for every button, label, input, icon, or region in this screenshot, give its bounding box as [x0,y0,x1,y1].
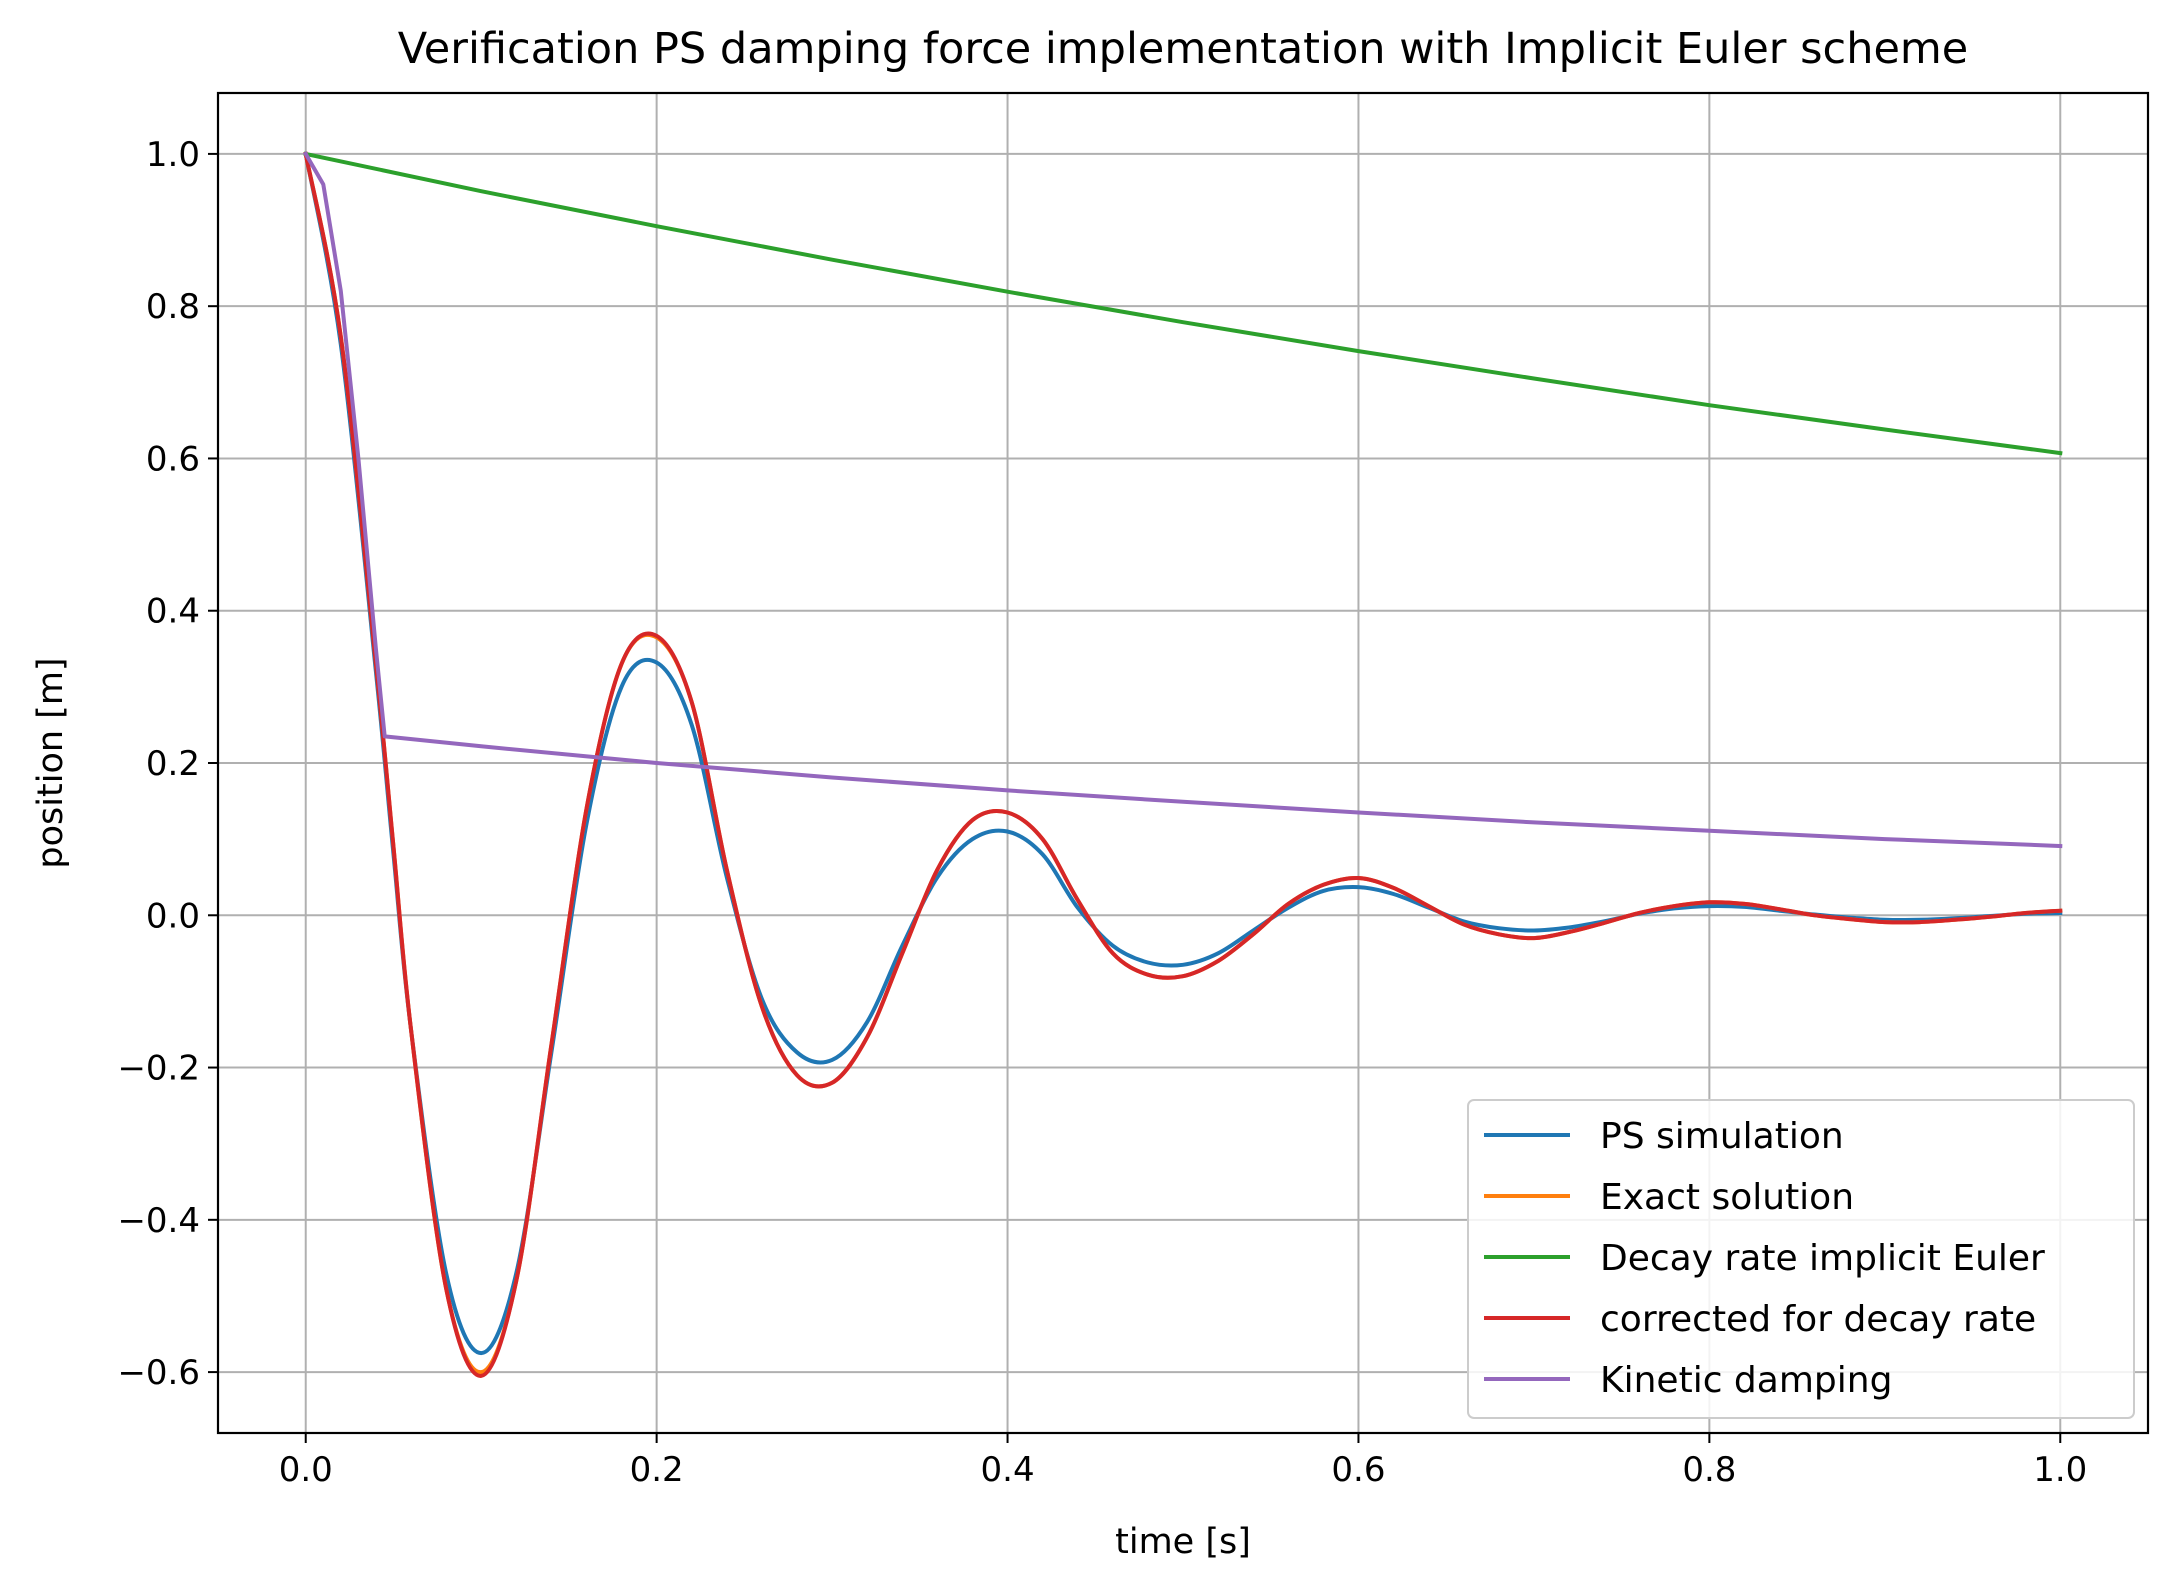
y-tick-label: −0.6 [117,1353,200,1393]
x-tick-label: 0.8 [1682,1450,1736,1490]
legend-label-kinetic-damping: Kinetic damping [1600,1360,1892,1401]
x-tick-label: 0.0 [279,1450,333,1490]
y-tick-label: −0.2 [117,1049,200,1089]
legend-label-decay-rate-implicit-euler: Decay rate implicit Euler [1600,1238,2045,1279]
legend-label-ps-simulation: PS simulation [1600,1116,1844,1157]
legend-label-exact-solution: Exact solution [1600,1177,1854,1218]
y-tick-label: 0.4 [146,592,200,632]
y-tick-label: 1.0 [146,135,200,175]
y-tick-label: −0.4 [117,1201,200,1241]
y-tick-label: 0.0 [146,896,200,936]
series-line-decay-rate-implicit-euler [303,151,2063,456]
x-tick-label: 0.2 [630,1450,684,1490]
y-tick-label: 0.2 [146,744,200,784]
series-line-ps-simulation [303,151,2063,1356]
y-axis-label: position [m] [31,657,71,868]
axis-ticks: 0.0 0.2 0.4 0.6 0.8 1.0 −0.6 −0.4 −0.2 0.0 0.2 0.4 0… [117,135,2087,1490]
x-tick-label: 0.6 [1331,1450,1385,1490]
x-tick-label: 1.0 [2033,1450,2087,1490]
legend: PS simulation Exact solution Decay rate im… [1467,1099,2135,1419]
y-tick-label: 0.6 [146,439,200,479]
legend-box [1467,1099,2135,1419]
series-lines [302,151,2063,1378]
legend-label-corrected-for-decay-rate: corrected for decay rate [1600,1299,2036,1340]
series-line-corrected-for-decay-rate [303,151,2063,1378]
y-tick-label: 0.8 [146,287,200,327]
series-line-kinetic-damping [302,151,2063,849]
x-tick-label: 0.4 [981,1450,1035,1490]
chart-title: Verification PS damping force implementa… [398,24,1969,74]
x-axis-label: time [s] [1115,1522,1251,1562]
